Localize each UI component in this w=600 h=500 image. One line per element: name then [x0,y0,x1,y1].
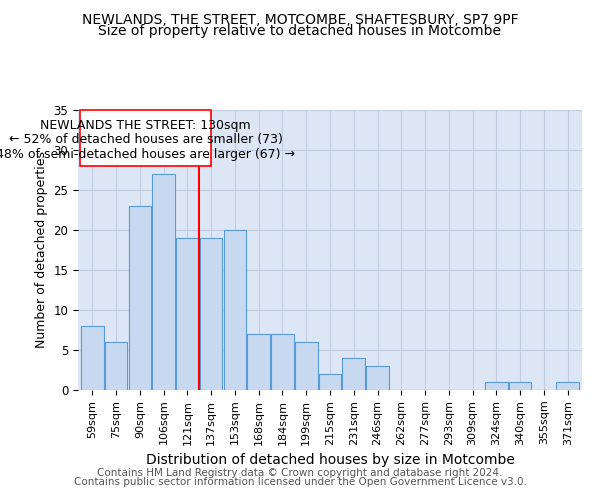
Text: Size of property relative to detached houses in Motcombe: Size of property relative to detached ho… [98,24,502,38]
Bar [152,174,175,390]
Text: Contains public sector information licensed under the Open Government Licence v3: Contains public sector information licen… [74,477,526,487]
Text: NEWLANDS, THE STREET, MOTCOMBE, SHAFTESBURY, SP7 9PF: NEWLANDS, THE STREET, MOTCOMBE, SHAFTESB… [82,12,518,26]
Bar [176,238,199,390]
Bar [343,358,365,390]
Bar [224,230,246,390]
Bar [81,326,104,390]
Bar [105,342,127,390]
X-axis label: Distribution of detached houses by size in Motcombe: Distribution of detached houses by size … [146,453,514,467]
Bar [366,366,389,390]
Bar [271,334,294,390]
Bar [80,110,211,166]
Bar [128,206,151,390]
Bar [295,342,317,390]
Text: Contains HM Land Registry data © Crown copyright and database right 2024.: Contains HM Land Registry data © Crown c… [97,468,503,477]
Text: NEWLANDS THE STREET: 130sqm: NEWLANDS THE STREET: 130sqm [40,119,251,132]
Bar [485,382,508,390]
Text: ← 52% of detached houses are smaller (73): ← 52% of detached houses are smaller (73… [9,133,283,146]
Text: 48% of semi-detached houses are larger (67) →: 48% of semi-detached houses are larger (… [0,148,295,160]
Bar [247,334,270,390]
Bar [319,374,341,390]
Bar [556,382,579,390]
Bar [509,382,532,390]
Bar [200,238,223,390]
Y-axis label: Number of detached properties: Number of detached properties [35,152,48,348]
